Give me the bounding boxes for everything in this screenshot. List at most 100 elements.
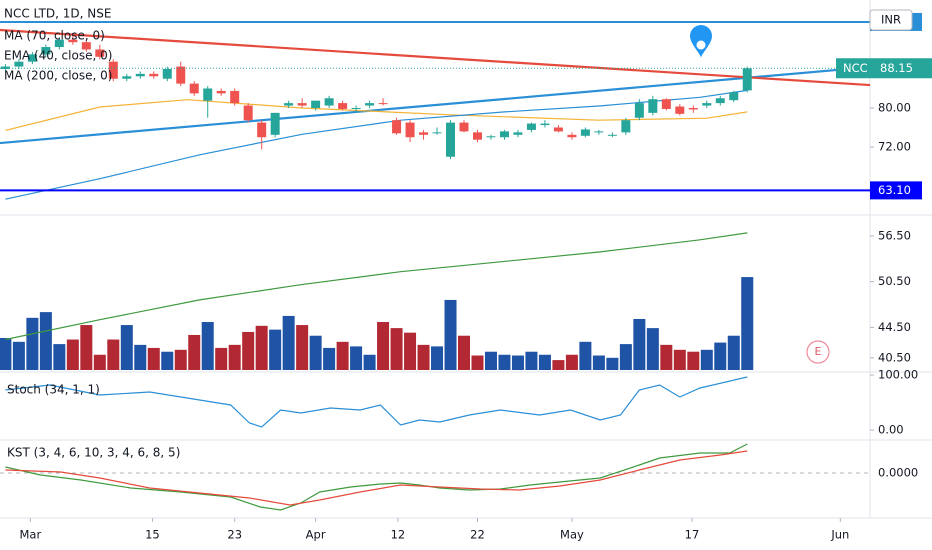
y-tick-label: 80.00 <box>878 100 911 114</box>
study-label: MA (200, close, 0) <box>4 69 112 83</box>
volume-bar <box>120 325 133 370</box>
candle-body <box>715 98 725 104</box>
volume-bar <box>282 315 295 370</box>
volume-bar <box>390 328 403 370</box>
candle-body <box>324 98 334 106</box>
candle-body <box>270 112 280 135</box>
candle-body <box>594 131 604 133</box>
candle-body <box>392 120 402 134</box>
candle-body <box>243 105 253 121</box>
volume-bar <box>215 347 228 370</box>
volume-bar <box>242 331 255 370</box>
candle-body <box>95 49 105 57</box>
volume-bar <box>538 354 551 370</box>
volume-bar <box>673 349 686 370</box>
volume-bar <box>134 344 147 370</box>
volume-bar <box>498 354 511 370</box>
candle-body <box>149 73 159 77</box>
y-tick-label: 72.00 <box>878 139 911 153</box>
earnings-marker[interactable] <box>806 340 830 364</box>
candle-body <box>459 122 469 132</box>
candle-body <box>54 39 64 48</box>
candle-body <box>14 61 24 67</box>
x-tick-label: Apr <box>306 528 326 542</box>
volume-bar <box>471 355 484 370</box>
candle-body <box>311 100 321 108</box>
candle-body <box>0 66 10 69</box>
volume-bar <box>80 325 93 370</box>
volume-bar <box>700 349 713 370</box>
candle-body <box>513 132 523 135</box>
candle-body <box>432 132 442 134</box>
volume-bar <box>255 325 268 370</box>
currency-box[interactable] <box>869 9 913 31</box>
x-tick-label: 22 <box>470 528 485 542</box>
study-label: EMA (40, close, 0) <box>4 49 112 63</box>
currency[interactable]: INR <box>881 13 901 27</box>
indicator-line <box>5 443 748 511</box>
candle-body <box>688 107 698 110</box>
y-tick-label: 0.0000 <box>878 466 918 480</box>
volume-bar <box>633 318 646 370</box>
candle-body <box>216 90 226 94</box>
volume-bar <box>269 329 282 370</box>
volume-bar <box>323 347 336 370</box>
candle-body <box>472 132 482 140</box>
volume-bar <box>727 335 740 370</box>
volume-bar <box>741 277 754 370</box>
volume-bar <box>417 344 430 370</box>
candle-body <box>176 66 186 84</box>
y-tick-label: 44.50 <box>878 320 911 334</box>
volume-bar <box>431 346 444 370</box>
x-tick-label: 17 <box>685 528 700 542</box>
candle-body <box>567 134 577 138</box>
candle-body <box>27 54 37 62</box>
volume-bar <box>53 344 66 370</box>
y-tick-label: 0.00 <box>878 422 904 436</box>
candle-body <box>405 122 415 138</box>
candle-body <box>122 76 132 79</box>
candle-body <box>621 120 631 133</box>
volume-bar <box>39 312 52 370</box>
volume-bar <box>147 347 160 370</box>
candle-body <box>675 106 685 114</box>
volume-bar <box>12 341 25 370</box>
level-label: 63.10 <box>878 183 911 197</box>
map-pin-dot <box>696 40 706 50</box>
study-label: Stoch (34, 1, 1) <box>7 383 100 397</box>
indicator-line <box>5 99 748 131</box>
candle-body <box>553 127 563 132</box>
candle-body <box>135 73 145 77</box>
level-tag <box>870 181 922 200</box>
volume-bar <box>404 332 417 370</box>
y-tick-label: 40.50 <box>878 350 911 364</box>
last-price-value: 88.15 <box>880 61 913 75</box>
candle-body <box>203 88 213 101</box>
y-tick-label: 56.50 <box>878 228 911 242</box>
candle-body <box>68 39 78 43</box>
candle-body <box>297 103 307 106</box>
candle-body <box>580 129 590 136</box>
candle-body <box>634 103 644 118</box>
volume-bar <box>201 322 214 370</box>
study-label: KST (3, 4, 6, 10, 3, 4, 6, 8, 5) <box>7 446 180 460</box>
candle-body <box>378 103 388 105</box>
volume-bar <box>107 339 120 370</box>
volume-bar <box>458 335 470 370</box>
volume-bar <box>565 354 578 370</box>
candle-body <box>446 122 456 157</box>
candle-body <box>648 99 658 113</box>
candle-body <box>702 103 712 106</box>
indicator-line <box>5 376 748 428</box>
volume-bar <box>336 341 349 370</box>
volume-bar <box>660 344 673 370</box>
candle-body <box>108 61 118 79</box>
indicator-line <box>5 450 748 506</box>
earnings-label[interactable]: E <box>815 345 822 358</box>
study-label: MA (70, close, 0) <box>4 29 105 43</box>
volume-bar <box>579 341 592 370</box>
candle-body <box>41 47 51 55</box>
x-tick-label: 23 <box>227 528 242 542</box>
volume-bar <box>592 355 605 370</box>
